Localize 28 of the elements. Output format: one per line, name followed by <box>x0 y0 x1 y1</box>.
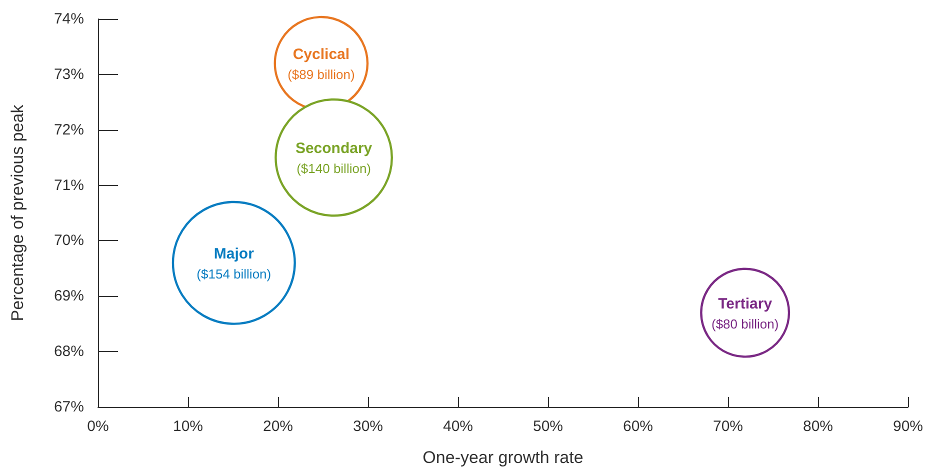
data-label: ($80 billion) <box>711 316 779 332</box>
x-tick-label: 10% <box>172 418 204 435</box>
x-tick-label: 70% <box>712 418 744 435</box>
y-tick-label: 68% <box>54 343 84 360</box>
x-tick-label: 90% <box>892 418 924 435</box>
series-label: Major <box>214 245 254 262</box>
x-axis-title: One-year growth rate <box>422 448 584 467</box>
series-label: Tertiary <box>718 295 773 312</box>
y-tick-label: 67% <box>54 398 84 416</box>
y-tick-label: 73% <box>54 66 84 83</box>
y-tick-label: 71% <box>54 176 84 194</box>
data-label: ($89 billion) <box>288 66 355 82</box>
x-tick-label: 30% <box>352 418 384 435</box>
y-tick-label: 74% <box>54 10 84 28</box>
series-label: Cyclical <box>292 46 350 63</box>
data-label: ($140 billion) <box>296 161 372 176</box>
series-label: Secondary <box>295 140 373 158</box>
x-tick-label: 20% <box>262 418 294 435</box>
x-tick-label: 40% <box>442 418 474 435</box>
x-tick-label: 0% <box>87 418 109 435</box>
y-tick-label: 72% <box>54 121 84 138</box>
y-tick-label: 69% <box>54 288 84 305</box>
y-axis-title: Percentage of previous peak <box>8 104 27 322</box>
data-label: ($154 billion) <box>196 266 272 282</box>
x-tick-label: 60% <box>622 418 654 435</box>
x-tick-label: 80% <box>802 418 834 435</box>
x-tick-label: 50% <box>532 418 564 435</box>
y-tick-label: 70% <box>54 232 84 250</box>
